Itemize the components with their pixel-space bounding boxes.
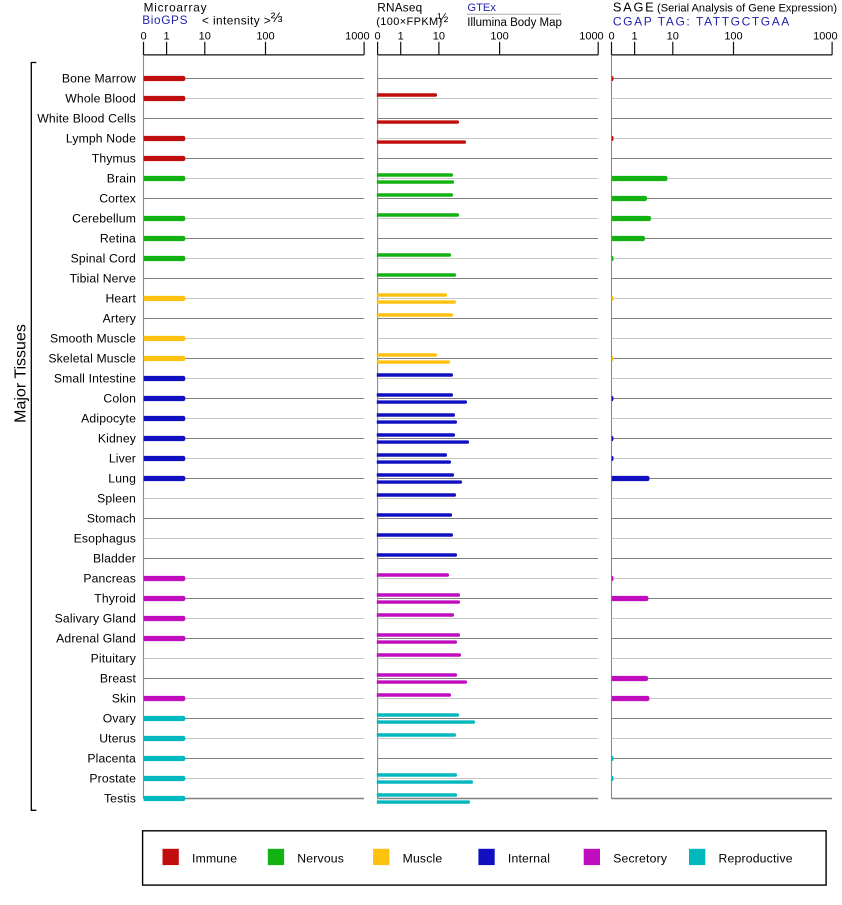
svg-text:White Blood Cells: White Blood Cells	[37, 112, 136, 126]
svg-text:Stomach: Stomach	[87, 512, 136, 526]
svg-text:Spinal Cord: Spinal Cord	[71, 252, 136, 266]
svg-text:Spleen: Spleen	[97, 492, 136, 506]
svg-text:Immune: Immune	[192, 852, 237, 866]
svg-text:Liver: Liver	[109, 452, 136, 466]
svg-text:Thyroid: Thyroid	[94, 592, 136, 606]
svg-text:Pancreas: Pancreas	[83, 572, 136, 586]
svg-text:1: 1	[398, 31, 404, 43]
svg-text:Small Intestine: Small Intestine	[54, 372, 136, 386]
svg-text:(100×FPKM): (100×FPKM)	[376, 16, 442, 28]
svg-text:Internal: Internal	[508, 852, 550, 866]
svg-text:Adrenal Gland: Adrenal Gland	[56, 632, 136, 646]
svg-text:10: 10	[199, 31, 211, 43]
svg-text:Major Tissues: Major Tissues	[13, 324, 30, 423]
svg-text:Smooth Muscle: Smooth Muscle	[50, 332, 136, 346]
svg-text:Uterus: Uterus	[99, 732, 136, 746]
svg-text:Skeletal Muscle: Skeletal Muscle	[48, 352, 136, 366]
svg-text:1000: 1000	[345, 31, 369, 43]
svg-text:Kidney: Kidney	[98, 432, 137, 446]
svg-text:Whole Blood: Whole Blood	[65, 92, 136, 106]
svg-text:Ovary: Ovary	[103, 712, 137, 726]
svg-text:BioGPS: BioGPS	[142, 13, 188, 27]
svg-text:GTEx: GTEx	[467, 2, 496, 14]
svg-text:Artery: Artery	[103, 312, 137, 326]
svg-text:Adipocyte: Adipocyte	[81, 412, 136, 426]
svg-text:Brain: Brain	[107, 172, 136, 186]
svg-text:Tibial Nerve: Tibial Nerve	[70, 272, 136, 286]
svg-text:CGAP TAG: TATTGCTGAA: CGAP TAG: TATTGCTGAA	[613, 14, 791, 28]
svg-text:½: ½	[437, 10, 448, 25]
svg-text:1: 1	[164, 31, 170, 43]
svg-text:Breast: Breast	[100, 672, 137, 686]
svg-text:Heart: Heart	[105, 292, 136, 306]
svg-text:< intensity >: < intensity >	[202, 14, 271, 28]
svg-text:Prostate: Prostate	[89, 772, 136, 786]
svg-text:SAGE: SAGE	[613, 0, 656, 15]
svg-text:RNAseq: RNAseq	[377, 0, 422, 14]
svg-text:Muscle: Muscle	[403, 852, 443, 866]
svg-text:Colon: Colon	[103, 392, 136, 406]
svg-text:Lung: Lung	[108, 472, 136, 486]
svg-text:1000: 1000	[579, 31, 603, 43]
svg-text:Skin: Skin	[112, 692, 136, 706]
svg-text:Retina: Retina	[100, 232, 136, 246]
svg-text:10: 10	[667, 31, 679, 43]
svg-text:⅔: ⅔	[271, 9, 283, 25]
svg-text:Thymus: Thymus	[92, 152, 136, 166]
svg-text:Esophagus: Esophagus	[74, 532, 136, 546]
svg-text:100: 100	[256, 31, 274, 43]
svg-text:Illumina Body Map: Illumina Body Map	[467, 17, 562, 29]
svg-text:1: 1	[632, 31, 638, 43]
svg-text:Testis: Testis	[104, 792, 136, 806]
svg-text:1000: 1000	[813, 31, 837, 43]
svg-text:Microarray: Microarray	[144, 0, 208, 14]
svg-text:Cortex: Cortex	[99, 192, 136, 206]
svg-text:Placenta: Placenta	[87, 752, 136, 766]
svg-text:Salivary Gland: Salivary Gland	[55, 612, 136, 626]
svg-text:100: 100	[724, 31, 742, 43]
svg-text:0: 0	[140, 31, 146, 43]
svg-text:Pituitary: Pituitary	[91, 652, 137, 666]
svg-text:100: 100	[490, 31, 508, 43]
svg-text:Bone Marrow: Bone Marrow	[62, 72, 136, 86]
svg-text:Bladder: Bladder	[93, 552, 136, 566]
svg-text:Lymph Node: Lymph Node	[66, 132, 136, 146]
svg-text:10: 10	[433, 31, 445, 43]
svg-text:Cerebellum: Cerebellum	[72, 212, 136, 226]
svg-text:0: 0	[375, 31, 381, 43]
svg-text:(Serial Analysis of Gene Expre: (Serial Analysis of Gene Expression)	[657, 3, 837, 15]
svg-text:Nervous: Nervous	[297, 852, 344, 866]
svg-text:Reproductive: Reproductive	[719, 852, 793, 866]
svg-text:Secretory: Secretory	[613, 852, 668, 866]
svg-text:0: 0	[608, 31, 614, 43]
